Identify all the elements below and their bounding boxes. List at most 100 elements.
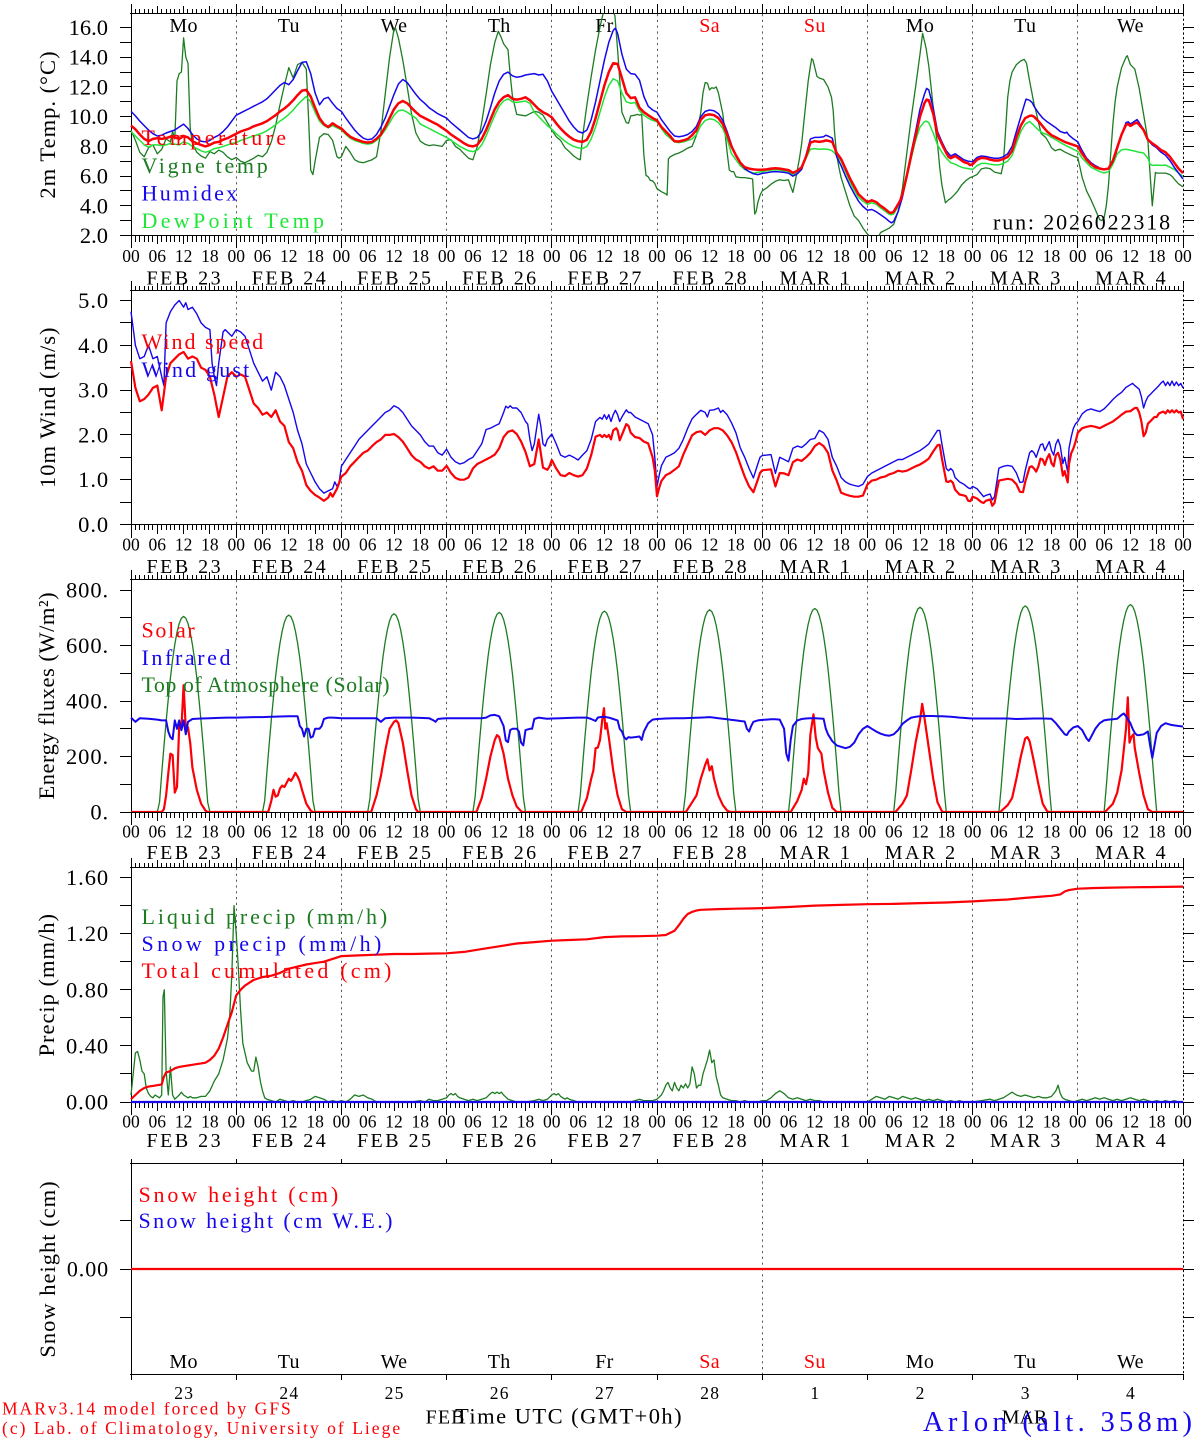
svg-text:06: 06 [149,822,167,842]
svg-text:00: 00 [1174,535,1192,555]
svg-text:MAR 4: MAR 4 [1095,268,1168,290]
svg-text:18: 18 [727,535,745,555]
svg-text:FEB 25: FEB 25 [357,268,434,290]
svg-text:00: 00 [964,246,982,266]
svg-text:06: 06 [254,246,272,266]
svg-text:00: 00 [333,535,351,555]
svg-text:14.0: 14.0 [69,45,108,70]
svg-text:MAR 2: MAR 2 [885,842,958,864]
svg-text:00: 00 [753,535,771,555]
svg-text:18: 18 [938,246,956,266]
svg-text:06: 06 [1095,822,1113,842]
svg-text:00: 00 [438,822,456,842]
svg-text:FEB 28: FEB 28 [673,842,750,864]
svg-text:00: 00 [333,246,351,266]
svg-text:00: 00 [1069,822,1087,842]
svg-text:FEB 23: FEB 23 [147,268,224,290]
svg-text:06: 06 [990,1112,1008,1132]
svg-text:18: 18 [1043,246,1061,266]
svg-text:18: 18 [201,246,219,266]
svg-text:18: 18 [938,822,956,842]
svg-text:06: 06 [569,535,587,555]
svg-text:06: 06 [675,822,693,842]
svg-text:06: 06 [780,535,798,555]
svg-text:FEB 27: FEB 27 [567,1130,644,1152]
svg-text:We: We [1117,1351,1144,1373]
svg-text:18: 18 [622,1112,640,1132]
svg-text:12: 12 [1016,1112,1034,1132]
svg-text:Tu: Tu [1014,15,1036,37]
svg-text:12: 12 [596,822,614,842]
svg-text:00: 00 [1069,1112,1087,1132]
svg-text:00: 00 [438,1112,456,1132]
svg-text:12: 12 [280,822,298,842]
svg-text:6.0: 6.0 [80,164,108,189]
svg-text:00: 00 [964,1112,982,1132]
svg-text:1.20: 1.20 [66,921,109,946]
svg-text:12: 12 [806,535,824,555]
svg-text:12: 12 [1016,535,1034,555]
svg-text:Tu: Tu [278,1351,300,1373]
svg-text:18: 18 [201,822,219,842]
svg-text:18: 18 [832,246,850,266]
svg-text:12: 12 [490,246,508,266]
svg-text:28: 28 [700,1383,720,1403]
svg-text:FEB 24: FEB 24 [252,268,329,290]
svg-text:00: 00 [648,822,666,842]
svg-text:FEB 24: FEB 24 [252,842,329,864]
svg-text:12: 12 [701,535,719,555]
svg-text:00: 00 [1069,535,1087,555]
svg-text:18: 18 [1148,822,1166,842]
svg-text:2.0: 2.0 [80,223,108,248]
svg-text:12: 12 [911,535,929,555]
svg-text:10m Wind (m/s): 10m Wind (m/s) [35,327,60,488]
svg-text:18: 18 [517,1112,535,1132]
svg-text:FEB 26: FEB 26 [462,268,539,290]
svg-text:12: 12 [806,246,824,266]
svg-text:2m Temp. (°C): 2m Temp. (°C) [35,50,60,198]
svg-text:FEB 28: FEB 28 [673,1130,750,1152]
svg-text:06: 06 [359,535,377,555]
svg-text:18: 18 [412,1112,430,1132]
svg-text:18: 18 [938,535,956,555]
svg-text:06: 06 [149,1112,167,1132]
svg-text:25: 25 [385,1383,405,1403]
svg-text:06: 06 [464,535,482,555]
svg-text:MAR 3: MAR 3 [990,556,1063,578]
svg-text:18: 18 [1148,246,1166,266]
svg-text:MAR: MAR [1002,1407,1048,1429]
svg-text:18: 18 [306,1112,324,1132]
svg-text:23: 23 [174,1383,194,1403]
svg-text:We: We [381,15,408,37]
svg-text:18: 18 [1043,535,1061,555]
svg-text:12: 12 [596,1112,614,1132]
svg-text:FEB 24: FEB 24 [252,556,329,578]
svg-text:18: 18 [201,535,219,555]
svg-text:FEB 27: FEB 27 [567,556,644,578]
svg-text:12: 12 [1122,246,1140,266]
svg-text:MAR 1: MAR 1 [780,842,853,864]
svg-text:00: 00 [227,1112,245,1132]
svg-text:2.0: 2.0 [78,422,109,447]
svg-text:00: 00 [543,535,561,555]
svg-text:06: 06 [254,822,272,842]
svg-text:5.0: 5.0 [78,288,109,313]
svg-text:00: 00 [648,246,666,266]
svg-text:12: 12 [806,822,824,842]
svg-text:06: 06 [885,246,903,266]
svg-text:00: 00 [964,822,982,842]
svg-text:12: 12 [701,1112,719,1132]
svg-text:MAR 4: MAR 4 [1095,1130,1168,1152]
svg-text:06: 06 [149,535,167,555]
svg-text:18: 18 [412,822,430,842]
svg-text:06: 06 [990,535,1008,555]
svg-text:00: 00 [122,1112,140,1132]
svg-text:12.0: 12.0 [69,74,108,99]
svg-text:2: 2 [916,1383,926,1403]
svg-text:Infrared: Infrared [142,645,234,670]
svg-text:We: We [1117,15,1144,37]
svg-text:0.: 0. [90,800,109,825]
svg-text:12: 12 [280,1112,298,1132]
svg-text:18: 18 [727,246,745,266]
svg-text:06: 06 [780,1112,798,1132]
